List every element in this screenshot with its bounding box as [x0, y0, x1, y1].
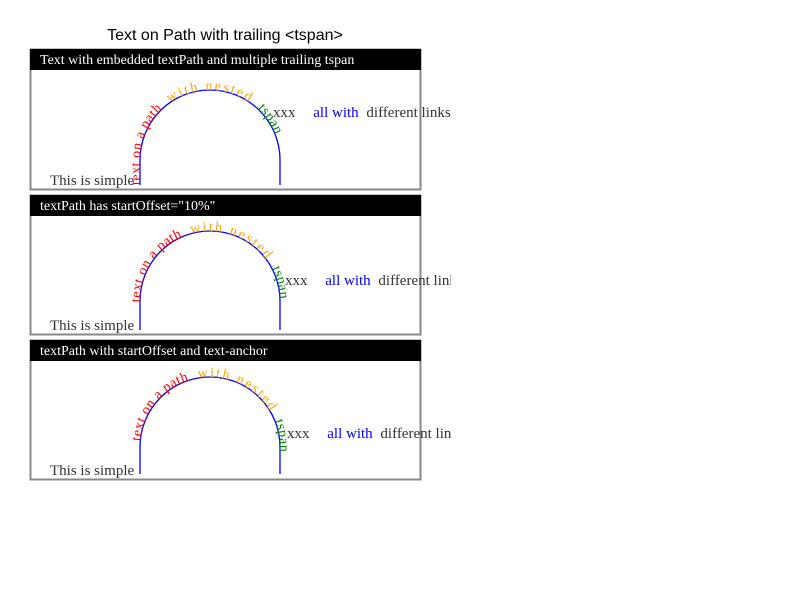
trail-all-with-link[interactable]: all with — [325, 273, 371, 289]
arc-path — [139, 89, 281, 185]
trail-xxx: xxx — [273, 105, 296, 121]
arc-path — [139, 376, 281, 474]
text-on-path: text on a path with nested tspan — [129, 366, 291, 453]
trail-different-links: different links. — [378, 273, 466, 289]
trail-different-links: different links. — [366, 105, 454, 121]
panel-header-label: textPath with startOffset and text-ancho… — [40, 344, 268, 359]
trail-different-links: different links. — [380, 426, 468, 442]
path-text-part2: with nested — [197, 366, 280, 415]
trail-xxx: xxx — [287, 426, 310, 442]
panel-header-label: Text with embedded textPath and multiple… — [40, 53, 354, 68]
trail-all-with-link[interactable]: all with — [313, 105, 359, 121]
text-on-path: text on a path with nested tspan — [129, 79, 286, 185]
panel-border — [29, 194, 422, 336]
panel-header-bg — [30, 340, 421, 361]
trailing-text: xxx all with different links. — [273, 105, 454, 121]
arc-path — [139, 230, 281, 330]
path-text-part3: tspan — [271, 417, 291, 452]
panel-embedded-textpath: Text with embedded textPath and multiple… — [29, 48, 454, 191]
trailing-text: xxx all with different links. — [285, 273, 466, 289]
simple-text: This is simple — [50, 463, 135, 479]
path-text-part2: with nested — [164, 79, 256, 106]
trail-all-with-link[interactable]: all with — [327, 426, 373, 442]
panel-header-bg — [30, 49, 421, 70]
trailing-text: xxx all with different links. — [287, 426, 468, 442]
simple-text: This is simple — [50, 318, 135, 334]
path-text-part1: text on a path — [129, 101, 165, 185]
panel-border — [29, 339, 422, 481]
panel-header-label: textPath has startOffset="10%" — [40, 199, 215, 214]
text-on-path: text on a path with nested tspan — [129, 220, 291, 302]
simple-text: This is simple — [50, 173, 135, 189]
path-text-part1: text on a path — [129, 227, 184, 303]
panel-header-bg — [30, 195, 421, 216]
panel-startoffset: textPath has startOffset="10%" This is s… — [29, 194, 466, 336]
trail-xxx: xxx — [285, 273, 308, 289]
panel-startoffset-anchor: textPath with startOffset and text-ancho… — [29, 339, 468, 481]
page-title: Text on Path with trailing <tspan> — [107, 27, 343, 44]
path-text-part1: text on a path — [129, 370, 190, 442]
path-text-part2: with nested — [189, 220, 276, 263]
